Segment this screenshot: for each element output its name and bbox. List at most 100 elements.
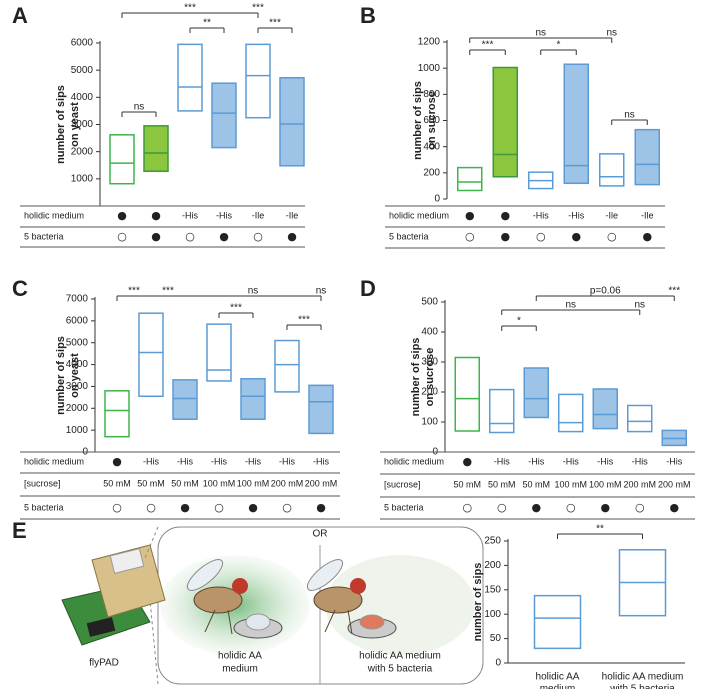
table-cell: 100 mM bbox=[589, 479, 622, 489]
row-label: [sucrose] bbox=[384, 479, 421, 489]
box bbox=[138, 312, 164, 398]
y-tick-label: 6000 bbox=[66, 315, 89, 326]
table-cell: ● bbox=[151, 230, 161, 243]
y-tick-label: 1000 bbox=[66, 425, 89, 436]
table-cell: 200 mM bbox=[305, 478, 338, 488]
food-drop bbox=[359, 614, 385, 630]
table-cell: 100 mM bbox=[203, 478, 236, 488]
box bbox=[592, 388, 618, 430]
arena-label: holidic AA medium bbox=[359, 651, 441, 662]
panel-letter: E bbox=[12, 518, 27, 543]
box bbox=[489, 388, 515, 434]
y-tick-label: 3000 bbox=[71, 119, 94, 130]
sig-label: *** bbox=[184, 3, 196, 14]
y-tick-label: 200 bbox=[423, 167, 440, 178]
y-tick-label: 100 bbox=[421, 417, 438, 428]
y-axis-label: on yeast bbox=[69, 353, 81, 398]
sig-label: ns bbox=[624, 110, 635, 121]
y-axis-label: number of sips bbox=[472, 563, 484, 642]
illustration: OR flyPAD holidic AA medium holidic AA m… bbox=[61, 526, 484, 685]
box bbox=[308, 384, 334, 435]
panel-letter: B bbox=[360, 3, 376, 28]
table-cell: ○ bbox=[497, 501, 507, 514]
y-axis-label: number of sips bbox=[410, 338, 422, 417]
box bbox=[206, 323, 232, 382]
y-tick-label: 1000 bbox=[418, 63, 441, 74]
table-cell: ● bbox=[219, 230, 229, 243]
table-cell: ● bbox=[248, 501, 258, 514]
table-cell: ○ bbox=[112, 501, 122, 514]
y-tick-label: 2000 bbox=[71, 146, 94, 157]
box bbox=[558, 393, 584, 433]
y-tick-label: 300 bbox=[421, 357, 438, 368]
row-label: holidic medium bbox=[24, 456, 84, 466]
y-axis-label: on sucrose bbox=[426, 91, 438, 150]
table-cell: -His bbox=[568, 210, 584, 220]
table-cell: -His bbox=[533, 210, 549, 220]
table-cell: ○ bbox=[117, 230, 127, 243]
y-tick-label: 50 bbox=[490, 633, 502, 644]
sig-label: p=0.06 bbox=[590, 286, 621, 297]
table-cell: 200 mM bbox=[271, 478, 304, 488]
table-cell: 100 mM bbox=[554, 479, 587, 489]
sig-label: *** bbox=[162, 286, 174, 297]
sig-label: *** bbox=[128, 286, 140, 297]
table-cell: ○ bbox=[214, 501, 224, 514]
sig-label: ns bbox=[634, 300, 645, 311]
sig-label: *** bbox=[252, 3, 264, 14]
row-label: 5 bacteria bbox=[384, 502, 424, 512]
box bbox=[599, 153, 625, 187]
y-tick-label: 250 bbox=[484, 536, 501, 547]
table-cell: -Ile bbox=[641, 210, 654, 220]
sig-label: ** bbox=[203, 18, 211, 29]
y-tick-label: 600 bbox=[423, 115, 440, 126]
y-tick-label: 2000 bbox=[66, 403, 89, 414]
table-cell: ○ bbox=[462, 501, 472, 514]
table-cell: -His bbox=[313, 456, 329, 466]
box bbox=[457, 166, 483, 192]
flypad-device bbox=[61, 544, 166, 646]
food-drop bbox=[245, 613, 271, 631]
box bbox=[104, 390, 130, 438]
table-cell: -Ile bbox=[286, 210, 299, 220]
y-tick-label: 5000 bbox=[66, 337, 89, 348]
table-cell: ● bbox=[500, 230, 510, 243]
table-cell: -His bbox=[279, 456, 295, 466]
table-cell: ● bbox=[571, 230, 581, 243]
y-tick-label: 150 bbox=[484, 584, 501, 595]
box bbox=[177, 43, 203, 112]
arena-label: medium bbox=[222, 664, 258, 675]
sig-label: * bbox=[557, 40, 561, 51]
sig-label: *** bbox=[668, 286, 680, 297]
y-tick-label: 0 bbox=[495, 658, 501, 669]
y-tick-label: 200 bbox=[421, 387, 438, 398]
y-tick-label: 3000 bbox=[66, 381, 89, 392]
row-label: holidic medium bbox=[384, 456, 444, 466]
box bbox=[533, 594, 582, 650]
sig-label: *** bbox=[269, 18, 281, 29]
x-tick-label: holidic AA medium bbox=[602, 672, 684, 683]
sig-label: ns bbox=[606, 28, 617, 39]
sig-label: ns bbox=[248, 286, 259, 297]
or-label: OR bbox=[313, 529, 328, 540]
y-axis-label: number of sips bbox=[55, 336, 67, 415]
box bbox=[143, 125, 169, 172]
table-cell: 50 mM bbox=[103, 478, 131, 488]
table-cell: -His bbox=[143, 456, 159, 466]
table-cell: ○ bbox=[185, 230, 195, 243]
table-cell: 200 mM bbox=[623, 479, 656, 489]
table-cell: -His bbox=[211, 456, 227, 466]
y-tick-label: 800 bbox=[423, 89, 440, 100]
table-cell: ● bbox=[669, 501, 679, 514]
table-cell: ● bbox=[180, 501, 190, 514]
x-tick-label: holidic AA bbox=[536, 672, 580, 683]
sig-label: *** bbox=[230, 303, 242, 314]
table-cell: ● bbox=[600, 501, 610, 514]
sig-label: ** bbox=[596, 524, 604, 535]
y-tick-label: 4000 bbox=[71, 92, 94, 103]
table-cell: -His bbox=[666, 456, 682, 466]
table-cell: 200 mM bbox=[658, 479, 691, 489]
table-cell: 100 mM bbox=[237, 478, 270, 488]
box bbox=[563, 63, 589, 185]
